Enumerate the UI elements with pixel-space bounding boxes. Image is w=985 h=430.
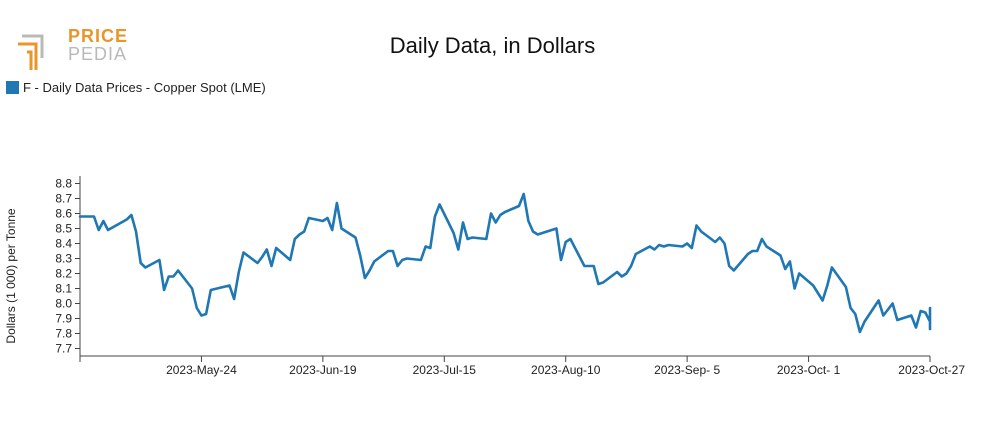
x-tick-label: 2023-Jun-19 [289, 363, 357, 377]
pricepedia-logo: PRICE PEDIA [18, 24, 128, 72]
y-tick-label: 8.8 [55, 177, 72, 191]
series-layer [78, 192, 932, 334]
y-tick-label: 8.0 [55, 297, 72, 311]
chart-title: Daily Data, in Dollars [389, 33, 596, 58]
y-tick-label: 8.4 [55, 237, 72, 251]
y-tick-label: 8.7 [55, 192, 72, 206]
x-tick-label: 2023-Jul-15 [413, 363, 477, 377]
x-tick-label: 2023-Aug-10 [531, 363, 601, 377]
x-tick-label: 2023-Sep- 5 [654, 363, 720, 377]
y-tick-label: 8.5 [55, 222, 72, 236]
y-tick-label: 7.9 [55, 312, 72, 326]
y-tick-label: 7.8 [55, 327, 72, 341]
logo-wordmark-pedia: PEDIA [68, 44, 128, 64]
y-axis-title: Dollars (1 000) per Tonne [4, 208, 18, 344]
y-tick-label: 7.7 [55, 342, 72, 356]
y-tick-label: 8.2 [55, 267, 72, 281]
legend-swatch [6, 81, 19, 94]
y-axis: 7.77.87.98.08.18.28.38.48.58.68.78.8 [55, 176, 81, 356]
x-tick-label: 2023-May-24 [166, 363, 237, 377]
x-axis: 2023-May-24 2023-Jun-19 2023-Jul-15 2023-Au… [79, 355, 965, 377]
y-tick-label: 8.6 [55, 207, 72, 221]
y-tick-label: 8.3 [55, 252, 72, 266]
logo-wordmark-price: PRICE [68, 26, 129, 46]
series-line [78, 192, 932, 334]
x-tick-label: 2023-Oct-27 [898, 363, 965, 377]
logo-mark-icon [18, 34, 44, 70]
y-tick-label: 8.1 [55, 282, 72, 296]
legend[interactable]: F - Daily Data Prices - Copper Spot (LME… [6, 80, 266, 95]
legend-label: F - Daily Data Prices - Copper Spot (LME… [23, 80, 266, 95]
x-tick-label: 2023-Oct- 1 [777, 363, 841, 377]
